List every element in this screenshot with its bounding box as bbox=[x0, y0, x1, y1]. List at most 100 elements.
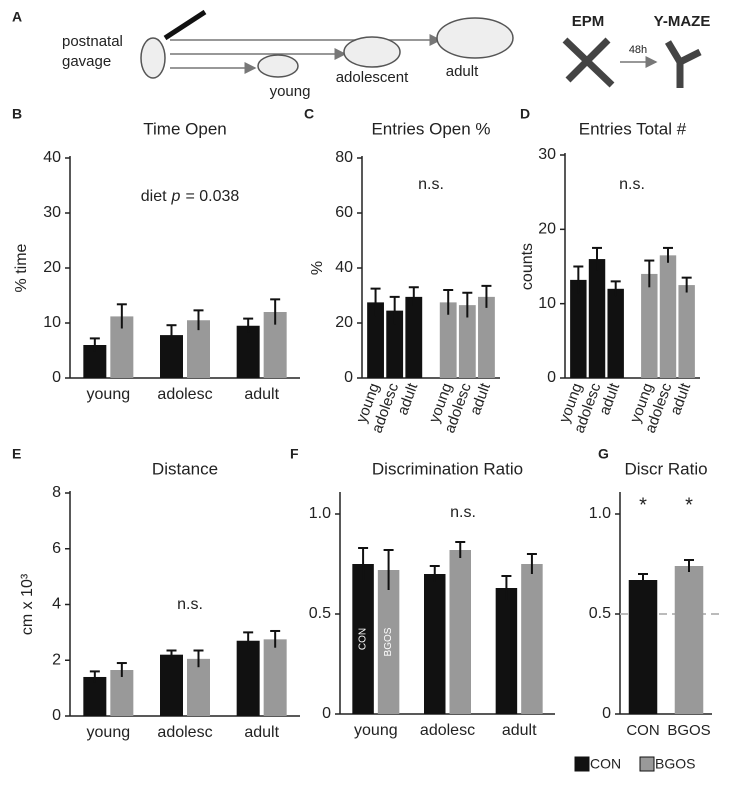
mouse-icon bbox=[257, 54, 299, 78]
start-label: postnatal bbox=[62, 33, 123, 50]
bar bbox=[367, 302, 384, 378]
y-tick-label: 0 bbox=[322, 705, 331, 722]
x-tick-label: adult bbox=[502, 722, 537, 739]
annotation: n.s. bbox=[450, 504, 476, 521]
chart-title: Entries Total # bbox=[579, 119, 687, 138]
mouse-icon bbox=[140, 37, 166, 79]
x-tick-label: adult bbox=[244, 386, 279, 403]
schematic: A postnatal gavage young adolescent adul… bbox=[12, 9, 710, 100]
start-label: gavage bbox=[62, 53, 111, 70]
bar bbox=[449, 550, 471, 714]
y-axis-label: % bbox=[309, 261, 326, 275]
y-tick-label: 80 bbox=[335, 149, 353, 166]
bar bbox=[83, 345, 107, 378]
bar bbox=[641, 273, 658, 378]
bar bbox=[377, 570, 400, 714]
bar bbox=[263, 312, 287, 378]
chart-title: Entries Open % bbox=[371, 119, 490, 138]
annotation: diet p = 0.038 bbox=[141, 188, 240, 205]
mouse-icon bbox=[436, 17, 514, 59]
bar bbox=[458, 305, 476, 378]
bar bbox=[187, 658, 210, 716]
x-tick-label: adolesc bbox=[157, 724, 212, 741]
legend-label: CON bbox=[590, 756, 621, 772]
test-label: Y-MAZE bbox=[654, 13, 711, 30]
legend-swatch bbox=[639, 756, 655, 772]
bar bbox=[352, 564, 374, 714]
bar bbox=[628, 580, 658, 714]
y-tick-label: 0 bbox=[344, 369, 353, 386]
panel-letter: F bbox=[290, 446, 299, 462]
bar bbox=[678, 285, 695, 378]
y-tick-label: 0 bbox=[602, 705, 611, 722]
annotation-part: diet bbox=[141, 188, 167, 205]
x-tick-label: young bbox=[354, 722, 398, 739]
y-tick-label: 0 bbox=[52, 369, 61, 386]
bar bbox=[478, 296, 495, 378]
bar bbox=[424, 574, 446, 714]
annotation: n.s. bbox=[177, 596, 203, 613]
y-tick-label: 0 bbox=[547, 369, 556, 386]
syringe bbox=[163, 9, 207, 41]
y-tick-label: 10 bbox=[538, 295, 556, 312]
bar bbox=[495, 588, 518, 714]
y-axis-label: % time bbox=[13, 243, 30, 292]
y-tick-label: 30 bbox=[43, 204, 61, 221]
maze-icon bbox=[562, 37, 615, 88]
y-tick-label: 40 bbox=[43, 149, 61, 166]
y-axis-label: counts bbox=[519, 243, 536, 290]
bar bbox=[110, 670, 134, 716]
bar bbox=[386, 310, 404, 378]
maze-icon bbox=[664, 40, 702, 88]
legend-swatch bbox=[574, 756, 590, 772]
y-tick-label: 1.0 bbox=[589, 505, 611, 522]
panel-letter: B bbox=[12, 106, 22, 122]
y-tick-label: 60 bbox=[335, 204, 353, 221]
x-tick-label: adolesc bbox=[157, 386, 212, 403]
bar bbox=[160, 335, 183, 378]
bar bbox=[110, 316, 134, 378]
panel-letter: C bbox=[304, 106, 314, 122]
bar-label: CON bbox=[358, 628, 369, 650]
bar bbox=[187, 320, 210, 378]
chart-title: Discrimination Ratio bbox=[372, 459, 523, 478]
bar bbox=[83, 676, 107, 716]
x-tick-label: young bbox=[87, 724, 131, 741]
significance: * bbox=[685, 494, 693, 516]
bar bbox=[607, 288, 624, 378]
y-tick-label: 0.5 bbox=[309, 605, 331, 622]
legend-label: BGOS bbox=[655, 756, 695, 772]
bar bbox=[405, 296, 423, 378]
annotation: n.s. bbox=[418, 176, 444, 193]
bar bbox=[439, 302, 457, 378]
y-tick-label: 0 bbox=[52, 707, 61, 724]
chart-title: Time Open bbox=[143, 119, 226, 138]
bar bbox=[659, 255, 677, 378]
mouse-icon bbox=[343, 36, 401, 68]
test-label: EPM bbox=[572, 13, 605, 30]
x-tick-label: young bbox=[87, 386, 131, 403]
y-tick-label: 20 bbox=[43, 259, 61, 276]
chart-title: Discr Ratio bbox=[624, 459, 707, 478]
y-tick-label: 8 bbox=[52, 484, 61, 501]
y-tick-label: 4 bbox=[52, 596, 61, 613]
y-tick-label: 30 bbox=[538, 146, 556, 163]
bar bbox=[521, 564, 543, 714]
bar bbox=[160, 654, 183, 716]
bar bbox=[674, 566, 704, 714]
bar bbox=[236, 640, 260, 716]
y-tick-label: 20 bbox=[538, 221, 556, 238]
panel-letter: A bbox=[12, 9, 22, 25]
panel-letter: G bbox=[598, 446, 609, 462]
annotation-part: = 0.038 bbox=[185, 188, 239, 205]
annotation: n.s. bbox=[619, 176, 645, 193]
x-tick-label: BGOS bbox=[667, 722, 710, 739]
bar bbox=[263, 639, 287, 716]
significance: * bbox=[639, 494, 647, 516]
annotation-part: p bbox=[171, 188, 181, 205]
bar bbox=[588, 259, 606, 378]
y-tick-label: 2 bbox=[52, 651, 61, 668]
interval-label: 48h bbox=[629, 44, 647, 56]
y-tick-label: 0.5 bbox=[589, 605, 611, 622]
